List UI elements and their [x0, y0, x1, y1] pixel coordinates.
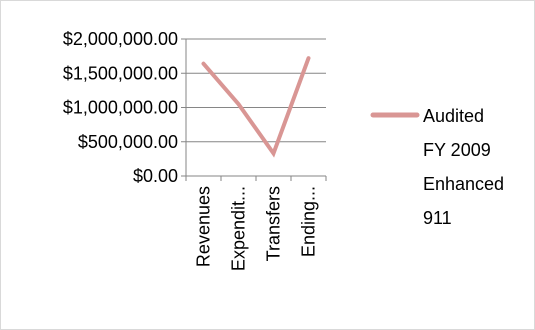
- x-category-labels: Revenues Expendit... Transfers Ending...: [194, 186, 319, 271]
- y-tick-label: $2,000,000.00: [63, 29, 178, 49]
- y-tick-label: $1,500,000.00: [63, 63, 178, 83]
- x-category-label: Expendit...: [229, 186, 249, 271]
- legend-label: 911: [423, 208, 452, 228]
- axes: [181, 38, 327, 181]
- y-tick-labels: $0.00 $500,000.00 $1,000,000.00 $1,500,000.…: [63, 29, 178, 186]
- legend-label: Enhanced: [423, 174, 504, 194]
- y-tick-label: $1,000,000.00: [63, 98, 178, 118]
- series-line: [201, 56, 311, 158]
- series-lines: [201, 56, 311, 158]
- legend-label: FY 2009: [423, 140, 491, 160]
- y-tick-label: $0.00: [133, 166, 178, 186]
- legend-label: Audited: [423, 106, 484, 126]
- y-tick-label: $500,000.00: [78, 132, 178, 152]
- legend: Audited FY 2009 Enhanced 911: [370, 106, 504, 228]
- x-category-label: Ending...: [299, 186, 319, 257]
- x-category-label: Transfers: [264, 186, 284, 261]
- x-category-label: Revenues: [194, 186, 214, 267]
